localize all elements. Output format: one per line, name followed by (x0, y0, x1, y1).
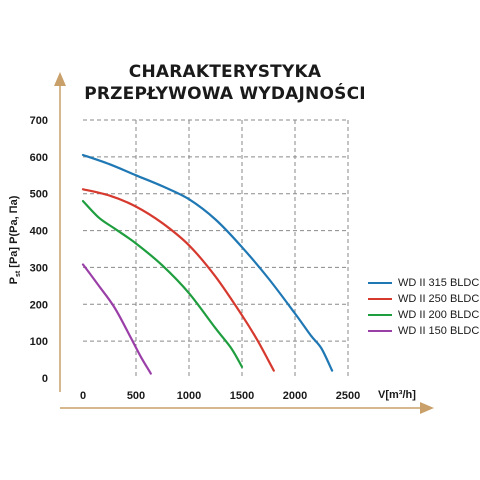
series-lines (81, 153, 334, 375)
y-axis-label-units: [Pa] P(Pa, Па) (8, 195, 20, 270)
legend-label: WD II 150 BLDC (398, 325, 480, 337)
y-axis-label: Pst [Pa] P(Pa, Па) (8, 195, 22, 284)
y-tick-label: 300 (30, 262, 48, 274)
y-tick-label: 500 (30, 189, 48, 201)
series-line-1 (81, 153, 334, 372)
chart-title-line-1: CHARAKTERYSTYKA (128, 62, 322, 82)
x-axis-arrow (420, 402, 434, 414)
legend-label: WD II 315 BLDC (398, 277, 480, 289)
legend-item-4: WD II 150 BLDC (368, 323, 479, 339)
legend-swatch (368, 330, 392, 332)
x-tick-label: 2000 (283, 390, 307, 402)
legend-label: WD II 200 BLDC (398, 309, 480, 321)
y-axis-label-main: P (8, 277, 20, 284)
x-tick-label: 500 (127, 390, 145, 402)
legend-label: WD II 250 BLDC (398, 293, 480, 305)
legend: WD II 315 BLDC WD II 250 BLDC WD II 200 BL… (368, 275, 479, 339)
x-axis-label: V[m³/h] (378, 389, 416, 401)
series-line-2 (81, 188, 275, 372)
legend-swatch (368, 314, 392, 316)
legend-item-3: WD II 200 BLDC (368, 307, 479, 323)
tick-labels: 0 100 200 300 400 500 600 700 0 500 1000 1500 2000 25… (30, 115, 361, 402)
y-tick-label: 400 (30, 226, 48, 238)
x-tick-label: 1500 (230, 390, 254, 402)
y-axis-arrow (54, 72, 66, 86)
y-tick-label: 100 (30, 336, 48, 348)
y-tick-label: 600 (30, 152, 48, 164)
grid-lines (83, 119, 349, 378)
legend-item-2: WD II 250 BLDC (368, 291, 479, 307)
y-axis-label-subscript: st (15, 270, 22, 277)
legend-swatch (368, 298, 392, 300)
y-tick-label: 200 (30, 299, 48, 311)
y-tick-label: 0 (42, 373, 48, 385)
chart-title-line-2: PRZEPŁYWOWA WYDAJNOŚCI (84, 84, 366, 104)
x-tick-label: 0 (80, 390, 86, 402)
y-tick-label: 700 (30, 115, 48, 127)
legend-swatch (368, 282, 392, 284)
legend-item-1: WD II 315 BLDC (368, 275, 479, 291)
x-tick-label: 2500 (336, 390, 360, 402)
series-line-3 (81, 200, 244, 368)
x-tick-label: 1000 (177, 390, 201, 402)
series-line-4 (81, 263, 152, 375)
axes (54, 72, 434, 414)
